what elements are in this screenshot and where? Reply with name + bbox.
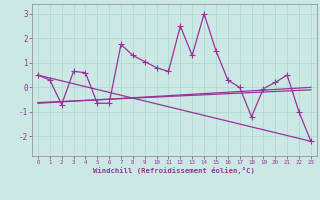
X-axis label: Windchill (Refroidissement éolien,°C): Windchill (Refroidissement éolien,°C) bbox=[93, 167, 255, 174]
